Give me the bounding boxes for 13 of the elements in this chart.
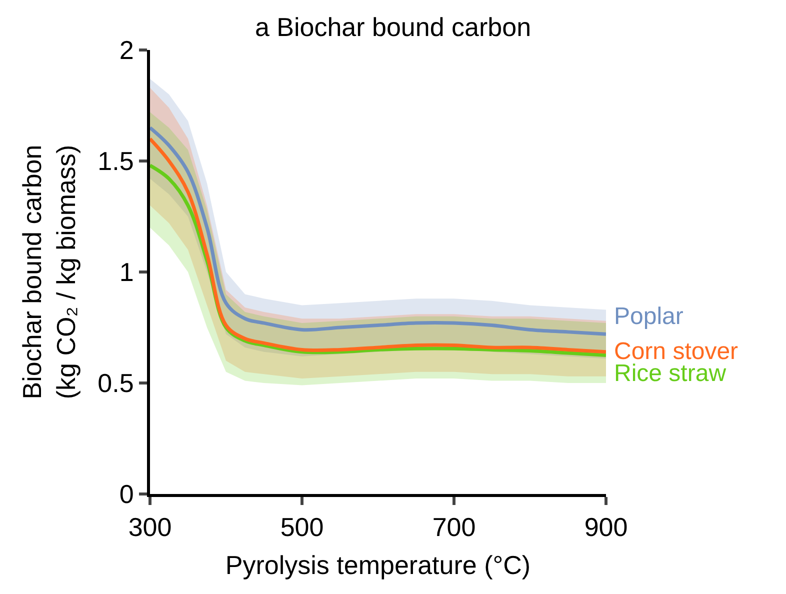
x-tick-label: 500 [280,512,324,542]
x-tick-label: 900 [584,512,628,542]
x-tick-label: 700 [432,512,476,542]
y-tick-label: 1 [119,257,134,288]
series-label: Poplar [614,303,684,330]
y-tick-label: 2 [119,35,134,66]
y-tick-label: 1.5 [98,146,134,176]
chart-title: a Biochar bound carbon [254,12,532,42]
y-axis-title: Biochar bound carbon (kg CO₂ / kg biomass) [17,144,82,400]
x-tick-label: 300 [128,512,172,542]
x-axis-title: Pyrolysis temperature (°C) [225,550,531,580]
y-tick-label: 0 [119,479,134,510]
y-tick-label: 0.5 [98,368,134,398]
